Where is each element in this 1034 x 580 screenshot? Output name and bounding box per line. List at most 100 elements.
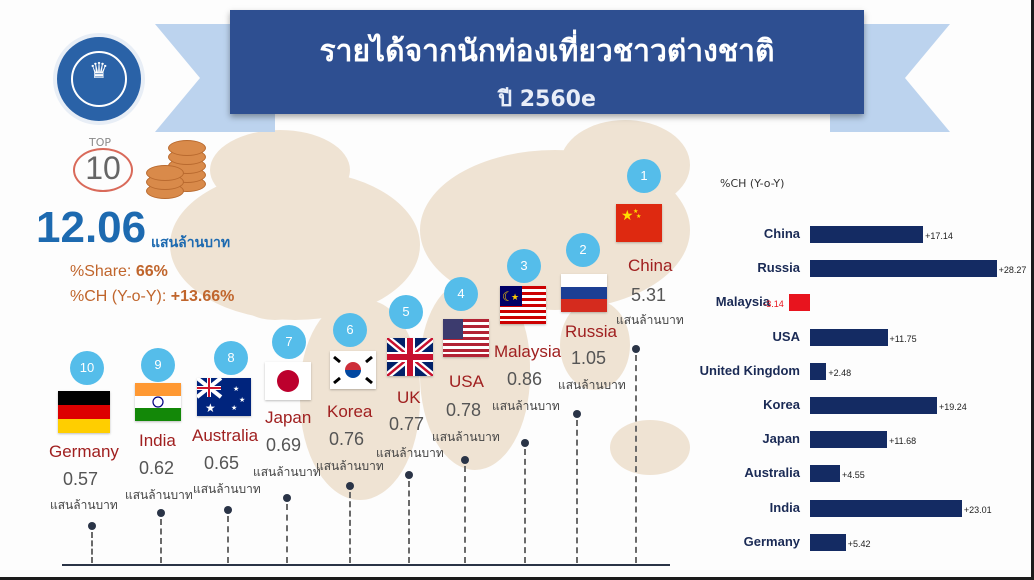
marker-dot <box>88 522 96 530</box>
country-unit: แสนล้านบาท <box>193 482 261 496</box>
chart-data-label: +4.55 <box>842 470 865 481</box>
chart-bar <box>789 294 810 312</box>
page-title: รายได้จากนักท่องเที่ยวชาวต่างชาติ <box>319 34 775 69</box>
country-name: Malaysia <box>494 342 562 361</box>
russia-flag-icon <box>561 274 607 312</box>
chart-bar <box>810 260 997 278</box>
chart-category-label: Korea <box>763 397 800 412</box>
chart-data-label: +2.48 <box>828 367 852 378</box>
chart-title: %CH (Y-o-Y) <box>720 177 785 190</box>
marker-line <box>227 516 229 563</box>
top10-number: 10 <box>85 150 121 186</box>
page-subtitle: ปี 2560e <box>498 87 596 112</box>
country-value: 0.69 <box>266 435 302 455</box>
rank-badge: 8 <box>214 341 248 375</box>
country-unit: แสนล้านบาท <box>316 459 384 473</box>
country-name: Australia <box>192 426 259 445</box>
svg-text:★: ★ <box>633 208 638 215</box>
country-name: India <box>139 431 176 450</box>
share-line: %Share: 66% <box>70 263 168 281</box>
country-name: Russia <box>565 322 617 341</box>
chart-data-label: -3.14 <box>763 299 784 310</box>
rank-badge: 9 <box>141 348 175 382</box>
country-unit: แสนล้านบาท <box>253 465 321 479</box>
svg-text:★: ★ <box>233 385 239 393</box>
country-name: Germany <box>49 442 119 461</box>
marker-line <box>635 355 637 563</box>
growth-label: %CH (Y-o-Y): <box>70 288 171 305</box>
country-name: Korea <box>327 402 373 421</box>
chart-category-label: United Kingdom <box>699 362 800 378</box>
country-value: 0.78 <box>446 400 482 420</box>
svg-text:★: ★ <box>239 396 245 404</box>
logo: ♛ <box>53 33 145 125</box>
share-value: 66% <box>135 263 168 280</box>
country-value: 0.76 <box>329 429 365 449</box>
chart-bar <box>810 226 924 243</box>
marker-dot <box>283 494 291 502</box>
chart-data-label: +17.14 <box>925 231 953 241</box>
chart-category-label: Japan <box>762 431 800 447</box>
rank-badge: 6 <box>333 313 367 347</box>
marker-line <box>160 519 162 563</box>
chart-bar <box>810 328 888 346</box>
chart-bar <box>810 465 841 483</box>
country-unit: แสนล้านบาท <box>376 446 444 460</box>
logo-ring <box>71 51 127 107</box>
marker-line <box>464 466 466 563</box>
growth-value: +13.66% <box>170 288 235 305</box>
top10-circle <box>73 148 133 192</box>
chart-data-label: +11.75 <box>889 333 917 344</box>
rank-badge: 7 <box>272 325 306 359</box>
country-unit: แสนล้านบาท <box>125 488 193 502</box>
marker-dot <box>632 345 640 353</box>
growth-line: %CH (Y-o-Y): +13.66% <box>70 288 234 306</box>
germany-flag-icon <box>58 391 110 433</box>
chart-bar <box>810 499 962 517</box>
country-unit: แสนล้านบาท <box>432 430 500 444</box>
chart-bar <box>810 431 888 449</box>
chart-category-label: Germany <box>743 533 800 549</box>
marker-line <box>408 481 410 563</box>
chart-data-label: +28.27 <box>998 265 1027 276</box>
chart-category-label: Australia <box>744 465 800 481</box>
marker-line <box>576 420 578 563</box>
country-value: 0.65 <box>204 453 240 473</box>
marker-dot <box>346 482 354 490</box>
country-value: 0.62 <box>139 458 175 478</box>
malaysia-flag-icon: ☾ ★ <box>500 286 546 324</box>
country-value: 0.86 <box>507 369 543 389</box>
uk-flag-icon <box>387 338 433 376</box>
total-value: 12.06 <box>36 203 147 252</box>
svg-text:☾: ☾ <box>502 290 514 305</box>
top-label: TOP <box>89 136 112 149</box>
chart-bar <box>810 533 846 551</box>
marker-line <box>349 492 351 563</box>
rank-badge: 4 <box>444 277 478 311</box>
marker-line <box>91 532 93 563</box>
country-value: 5.31 <box>631 285 667 305</box>
timeline-axis <box>62 564 670 566</box>
country-unit: แสนล้านบาท <box>492 399 560 413</box>
rank-badge: 3 <box>507 249 541 283</box>
country-value: 0.57 <box>63 469 99 489</box>
japan-flag-icon <box>265 362 311 400</box>
title-banner: รายได้จากนักท่องเที่ยวชาวต่างชาติ ปี 256… <box>230 10 864 114</box>
marker-line <box>524 449 526 563</box>
svg-text:★: ★ <box>511 293 519 303</box>
marker-dot <box>461 456 469 464</box>
chart-data-label: +5.42 <box>847 538 871 549</box>
chart-data-label: +19.24 <box>938 402 967 412</box>
chart-bar <box>810 362 827 380</box>
australia-flag-icon: ★ ★ ★ ★ <box>197 378 251 416</box>
marker-line <box>286 504 288 563</box>
rank-badge: 5 <box>389 295 423 329</box>
country-name: UK <box>397 388 421 407</box>
china-flag-icon: ★ ★ ★ <box>616 204 662 242</box>
chart-data-label: +11.68 <box>889 436 917 447</box>
chart-category-label: India <box>769 499 800 515</box>
country-unit: แสนล้านบาท <box>616 313 684 327</box>
rank-badge: 10 <box>70 351 104 385</box>
svg-text:★: ★ <box>621 208 634 224</box>
svg-text:★: ★ <box>231 404 237 412</box>
